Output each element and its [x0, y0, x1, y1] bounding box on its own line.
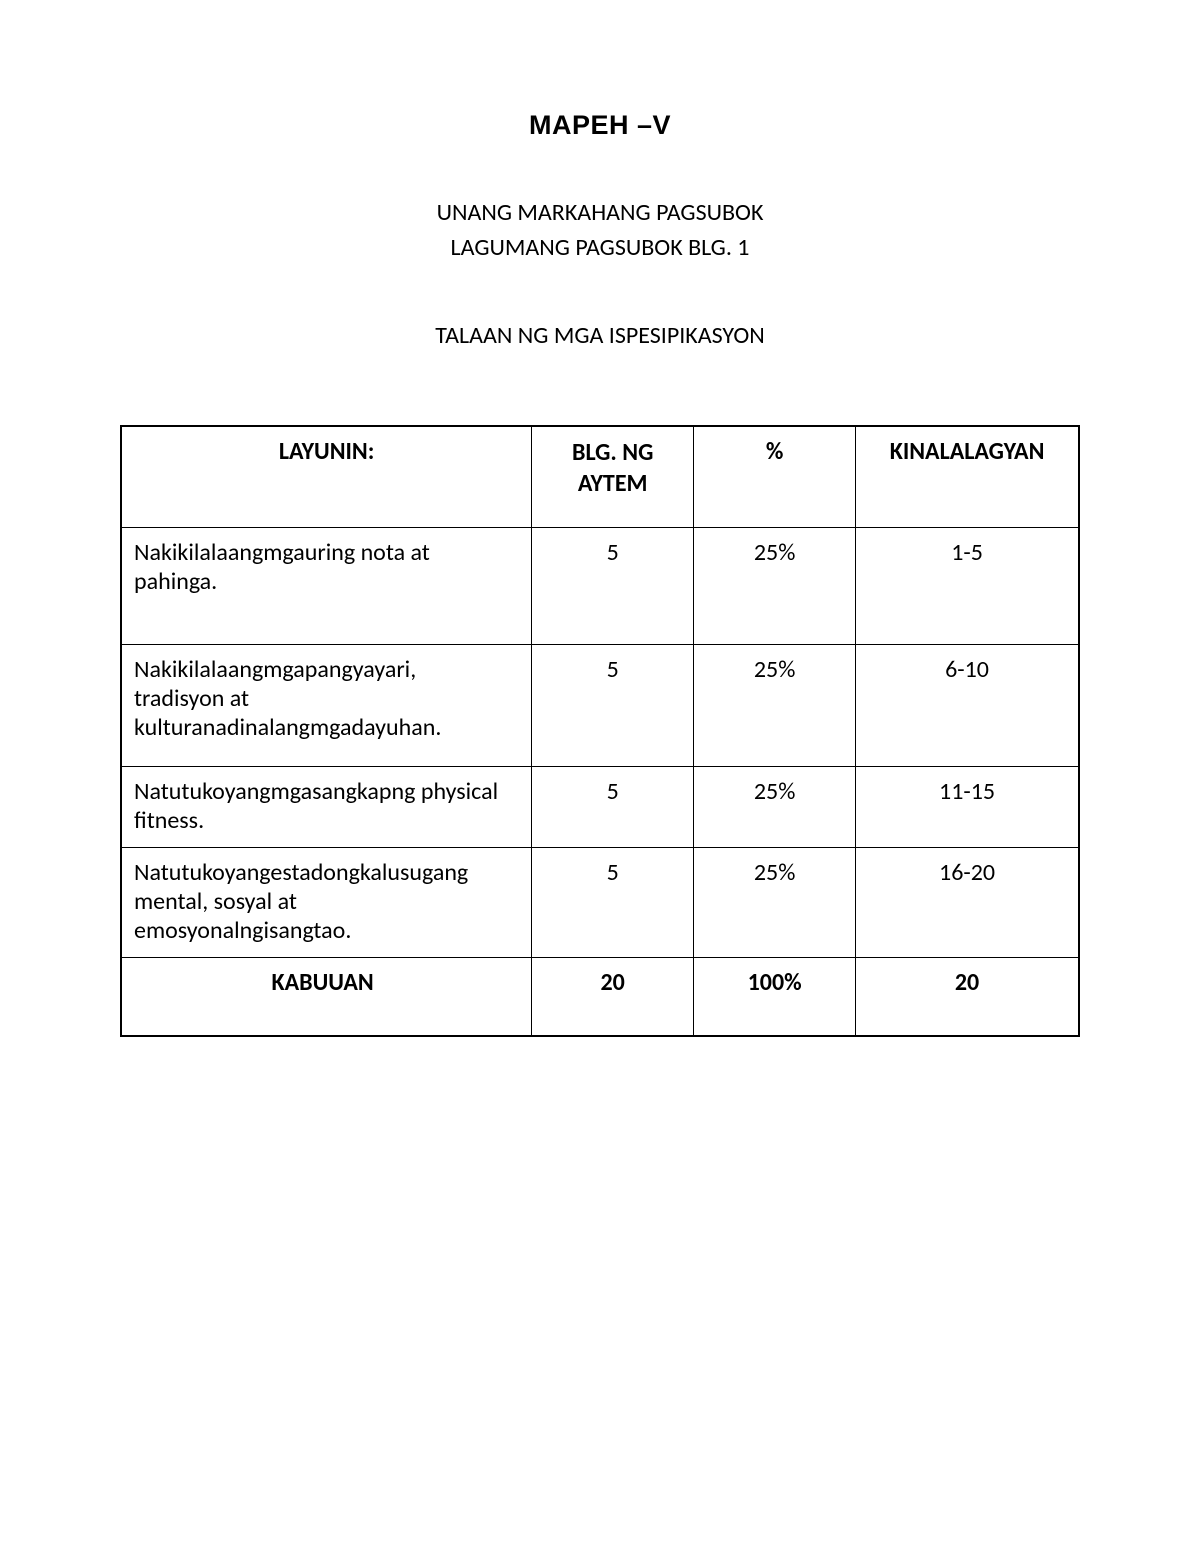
cell-layunin: Natutukoyangmgasangkapng physical fitnes… [121, 766, 532, 847]
cell-kina: 11-15 [856, 766, 1079, 847]
cell-pct: 25% [694, 527, 856, 644]
cell-layunin: Nakikilalaangmgauring nota at pahinga. [121, 527, 532, 644]
cell-kina: 16-20 [856, 847, 1079, 957]
cell-total-label: KABUUAN [121, 957, 532, 1036]
cell-pct: 25% [694, 766, 856, 847]
table-header-row: LAYUNIN: BLG. NG AYTEM % KINALALAGYAN [121, 426, 1079, 528]
subtitle-line-2: LAGUMANG PAGSUBOK BLG. 1 [120, 231, 1080, 266]
table-row: Natutukoyangmgasangkapng physical fitnes… [121, 766, 1079, 847]
cell-kina: 6-10 [856, 644, 1079, 766]
document-title: MAPEH –V [120, 110, 1080, 141]
cell-total-blg: 20 [532, 957, 694, 1036]
cell-blg: 5 [532, 527, 694, 644]
table-row: Nakikilalaangmgapangyayari, tradisyon at… [121, 644, 1079, 766]
cell-pct: 25% [694, 847, 856, 957]
section-heading: TALAAN NG MGA ISPESIPIKASYON [120, 321, 1080, 350]
cell-total-kina: 20 [856, 957, 1079, 1036]
specifications-table: LAYUNIN: BLG. NG AYTEM % KINALALAGYAN Na… [120, 425, 1080, 1037]
col-header-blg: BLG. NG AYTEM [532, 426, 694, 528]
cell-blg: 5 [532, 847, 694, 957]
cell-layunin: Nakikilalaangmgapangyayari, tradisyon at… [121, 644, 532, 766]
table-row: Nakikilalaangmgauring nota at pahinga. 5… [121, 527, 1079, 644]
subtitle-block: UNANG MARKAHANG PAGSUBOK LAGUMANG PAGSUB… [120, 196, 1080, 266]
cell-layunin: Natutukoyangestadongkalusugang mental, s… [121, 847, 532, 957]
cell-blg: 5 [532, 766, 694, 847]
cell-kina: 1-5 [856, 527, 1079, 644]
table-total-row: KABUUAN 20 100% 20 [121, 957, 1079, 1036]
table-row: Natutukoyangestadongkalusugang mental, s… [121, 847, 1079, 957]
subtitle-line-1: UNANG MARKAHANG PAGSUBOK [120, 196, 1080, 231]
col-header-pct: % [694, 426, 856, 528]
cell-pct: 25% [694, 644, 856, 766]
col-header-layunin: LAYUNIN: [121, 426, 532, 528]
col-header-kina: KINALALAGYAN [856, 426, 1079, 528]
cell-blg: 5 [532, 644, 694, 766]
cell-total-pct: 100% [694, 957, 856, 1036]
